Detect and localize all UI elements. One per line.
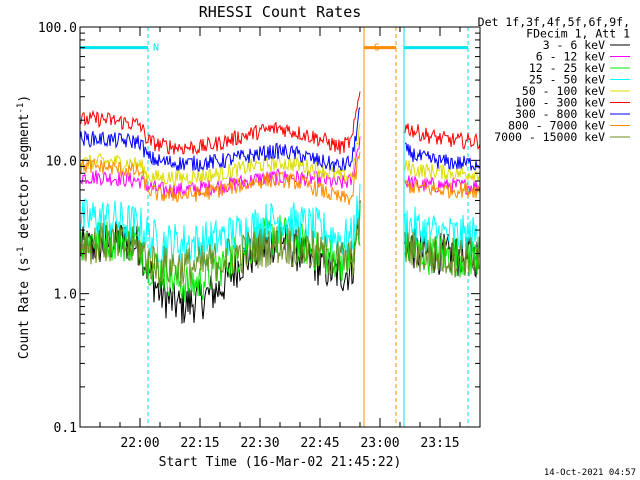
legend-label-800-7000-kev: 800 - 7000 keV — [508, 119, 605, 133]
y-tick-label: 0.1 — [54, 421, 77, 436]
x-tick-label: 23:15 — [420, 436, 459, 451]
y-tick-label: 10.0 — [46, 154, 77, 169]
y-axis-label: Count Rate (s-1 detector segment-1) — [16, 95, 32, 359]
y-tick-label: 100.0 — [38, 21, 77, 36]
legend-label-50-100-kev: 50 - 100 keV — [522, 84, 605, 98]
legend-label-12-25-kev: 12 - 25 keV — [529, 61, 605, 75]
legend-label-3-6-kev: 3 - 6 keV — [543, 38, 605, 52]
series-line-300-800-kev — [79, 107, 481, 173]
flag-label: S — [374, 43, 380, 54]
flag-label: N — [153, 43, 159, 54]
x-tick-label: 22:30 — [240, 436, 279, 451]
series-line-7000-15000-kev — [79, 217, 481, 288]
legend: Det 1f,3f,4f,5f,6f,9f,FDecim 1, Att 13 -… — [478, 15, 630, 144]
y-axis: 100.0 10.0 1.0 0.1 — [38, 21, 480, 436]
legend-label-25-50-kev: 25 - 50 keV — [529, 73, 605, 87]
legend-label-100-300-kev: 100 - 300 keV — [515, 96, 605, 110]
y-tick-label: 1.0 — [54, 288, 77, 303]
x-axis: 22:00 22:15 22:30 22:45 23:00 23:15 — [79, 27, 481, 451]
series-line-25-50-kev — [79, 183, 481, 265]
footer-timestamp: 14-Oct-2021 04:57 — [544, 468, 636, 478]
legend-header: Det 1f,3f,4f,5f,6f,9f, — [478, 15, 630, 29]
legend-label-300-800-kev: 300 - 800 keV — [515, 107, 605, 121]
x-tick-label: 22:15 — [180, 436, 219, 451]
legend-label-7000-15000-kev: 7000 - 15000 keV — [494, 130, 605, 144]
x-tick-label: 22:00 — [120, 436, 159, 451]
x-tick-label: 23:00 — [360, 436, 399, 451]
legend-header: FDecim 1, Att 1 — [526, 27, 630, 41]
series-line-50-100-kev — [79, 122, 481, 188]
x-axis-label: Start Time (16-Mar-02 21:45:22) — [159, 455, 402, 470]
legend-label-6-12-kev: 6 - 12 keV — [536, 50, 605, 64]
chart-title: RHESSI Count Rates — [199, 3, 362, 21]
series-layer — [79, 91, 481, 324]
x-tick-label: 22:45 — [300, 436, 339, 451]
series-line-100-300-kev — [79, 91, 481, 156]
series-line-800-7000-kev — [79, 151, 481, 205]
